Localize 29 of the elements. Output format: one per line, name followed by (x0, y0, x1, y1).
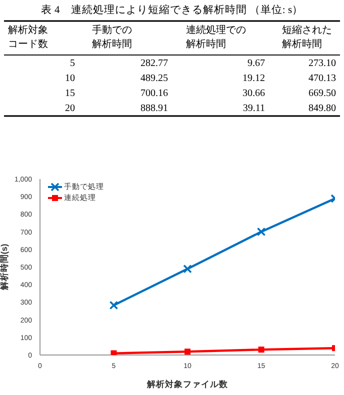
point (258, 346, 264, 353)
data-label: 273.10 (308, 58, 336, 69)
y-tick-label: 15 (65, 88, 75, 99)
y-tick-label: 5 (70, 58, 75, 69)
data-label: 282.77 (140, 58, 168, 69)
data-label: 888.91 (140, 103, 168, 114)
data-label: 849.80 (308, 103, 336, 114)
y-axis-title: 解析時間(s) (0, 244, 10, 292)
y-tick-label: 20 (65, 103, 75, 114)
x-axis-title: 解析対象ファイル数 (146, 379, 229, 389)
data-label: 9.67 (248, 58, 265, 69)
x-tick-label: 手動での解析時間 (92, 24, 132, 50)
data-label: 19.12 (242, 73, 265, 84)
point (256, 227, 266, 236)
data-label: 470.13 (308, 73, 336, 84)
point (109, 300, 118, 310)
x-tick-label: 短縮された解析時間 (282, 24, 332, 50)
x-tick-label: 連続処理での解析時間 (186, 24, 246, 50)
y-tick-label: 10 (65, 73, 75, 84)
y-axis-title: 解析対象コード数 (8, 24, 48, 50)
chart-title: 表 4 連続処理により短縮できる解析時間 （単位: s） (40, 3, 304, 16)
data-label: 700.16 (140, 88, 168, 99)
point (110, 350, 117, 355)
data-label: 489.25 (140, 73, 168, 84)
point (183, 264, 192, 274)
point (184, 348, 190, 355)
data-label: 30.66 (242, 88, 265, 99)
data-label: 669.50 (308, 88, 336, 99)
data-label: 39.11 (242, 103, 265, 114)
